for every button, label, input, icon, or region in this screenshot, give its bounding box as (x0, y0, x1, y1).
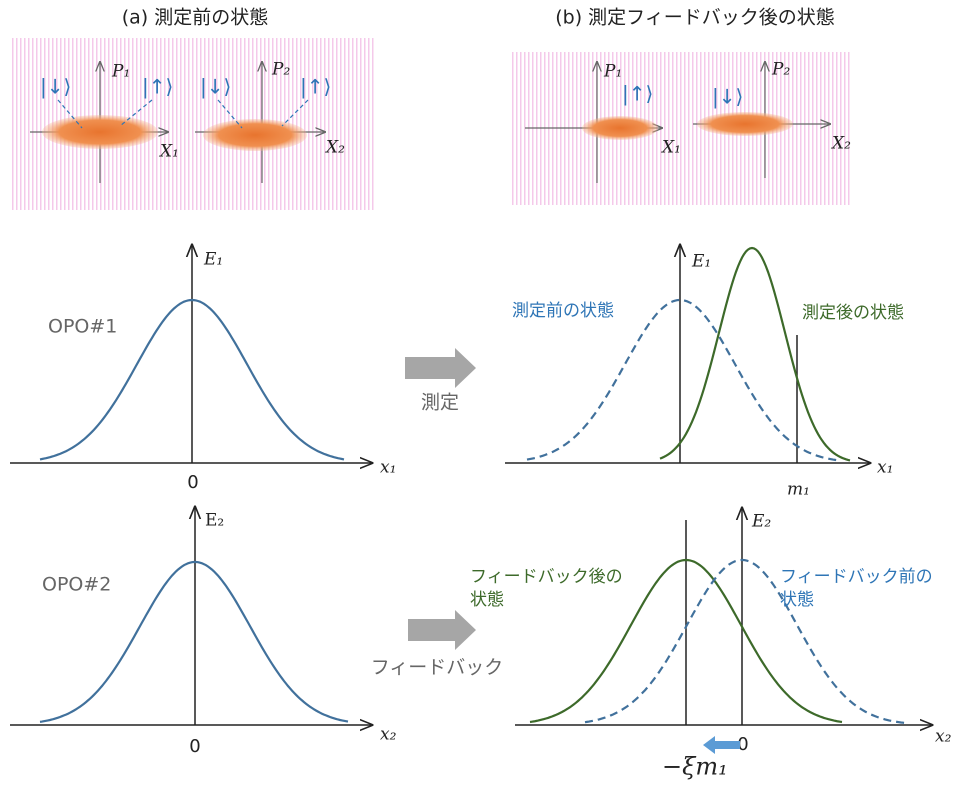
curve-label: 状態 (470, 590, 504, 610)
axis-label: P₁ (111, 62, 130, 82)
ket: |↓⟩ (712, 85, 743, 109)
title-right: (b) 測定フィードバック後の状態 (555, 7, 835, 29)
shift-arrow (703, 736, 740, 754)
axis-label: E₁ (203, 250, 223, 270)
axis-label: P₂ (271, 60, 290, 80)
origin-label: 0 (189, 736, 200, 757)
opo-label: OPO#2 (42, 574, 111, 596)
ket: |↓⟩ (200, 75, 231, 99)
ket: |↓⟩ (40, 75, 71, 99)
step-label: フィードバック (371, 657, 504, 679)
curve-label: 状態 (780, 590, 814, 610)
curve-label: フィードバック前の (780, 567, 933, 587)
axis-label: x₁ (877, 458, 893, 478)
step-arrow (405, 348, 476, 388)
ket: |↑⟩ (300, 75, 331, 99)
step-label: 測定 (421, 392, 459, 414)
axis-label: X₁ (158, 142, 179, 162)
gauss-curve (660, 248, 850, 460)
axis-label: X₂ (830, 134, 851, 154)
step-arrow (408, 610, 476, 650)
axis-label: P₁ (603, 62, 622, 82)
ket: |↑⟩ (622, 82, 653, 106)
curves (40, 248, 905, 723)
diagram: (a) 測定前の状態 (b) 測定フィードバック後の状態 |↓⟩ |↑⟩ |↓⟩… (0, 0, 973, 783)
curve-label: 測定後の状態 (802, 303, 904, 323)
axis-label: E₂ (751, 512, 771, 532)
axis-label: x₂ (935, 727, 952, 747)
axis-label: x₁ (380, 458, 396, 478)
axis-label: E₂ (205, 511, 224, 531)
title-left: (a) 測定前の状態 (122, 7, 269, 29)
axis-label: E₁ (691, 252, 711, 272)
axis-label: P₂ (771, 60, 790, 80)
axis-label: x₂ (380, 725, 397, 745)
opo-label: OPO#1 (48, 316, 117, 338)
curve-label: 測定前の状態 (512, 301, 614, 321)
origin-label: 0 (187, 472, 198, 493)
marker-label: m₁ (787, 480, 810, 500)
curve-label: フィードバック後の (470, 567, 623, 587)
axis-label: X₁ (660, 138, 681, 158)
shift-label: −ξm₁ (662, 753, 728, 781)
ket: |↑⟩ (142, 75, 173, 99)
axis-label: X₂ (324, 138, 345, 158)
